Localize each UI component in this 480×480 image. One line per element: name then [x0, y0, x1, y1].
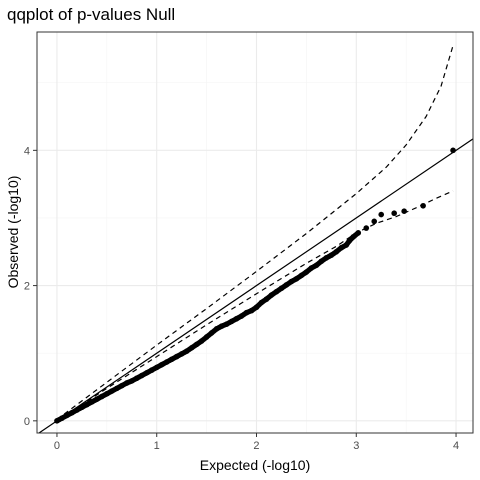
x-axis-title: Expected (-log10): [200, 457, 311, 473]
plot-panel: [37, 32, 473, 434]
data-point: [94, 396, 100, 402]
data-point: [314, 262, 320, 268]
data-point: [324, 255, 330, 261]
data-point: [289, 279, 295, 285]
y-tick-label: 4: [24, 145, 30, 157]
data-point: [329, 252, 335, 258]
data-point: [239, 313, 245, 319]
data-point: [274, 289, 280, 295]
data-point: [159, 362, 165, 368]
data-point: [99, 394, 105, 400]
x-tick-label: 2: [253, 440, 259, 452]
data-point: [104, 391, 110, 397]
data-point: [299, 273, 305, 279]
data-point: [309, 265, 315, 271]
data-point: [134, 375, 140, 381]
x-tick-label: 1: [154, 440, 160, 452]
data-point: [194, 342, 200, 348]
data-point: [119, 383, 125, 389]
x-axis: 0 1 2 3 4: [54, 433, 459, 452]
data-point: [363, 225, 369, 231]
data-point: [319, 258, 325, 264]
data-point: [391, 210, 397, 216]
data-point: [350, 234, 356, 240]
data-point: [109, 388, 115, 394]
x-tick-label: 3: [353, 440, 359, 452]
data-point: [355, 230, 361, 236]
data-point: [199, 338, 205, 344]
y-axis-title: Observed (-log10): [5, 176, 21, 289]
data-point: [59, 415, 65, 421]
data-point: [184, 348, 190, 354]
data-point: [139, 373, 145, 379]
data-point: [209, 330, 215, 336]
data-point: [169, 356, 175, 362]
data-point: [378, 212, 384, 218]
data-point: [129, 378, 135, 384]
data-point: [269, 292, 275, 298]
data-point: [214, 326, 220, 332]
data-point: [54, 418, 60, 424]
data-point: [264, 296, 270, 302]
data-point: [420, 203, 426, 209]
data-point: [219, 323, 225, 329]
data-point: [189, 345, 195, 351]
data-point: [334, 249, 340, 255]
data-point: [450, 148, 456, 154]
data-point: [346, 238, 352, 244]
x-tick-label: 0: [54, 440, 60, 452]
data-point: [124, 380, 130, 386]
data-point: [64, 413, 70, 419]
data-point: [279, 285, 285, 291]
data-point: [249, 308, 255, 314]
data-point: [339, 245, 345, 251]
y-tick-label: 2: [24, 281, 30, 293]
data-point: [149, 367, 155, 373]
data-point: [294, 276, 300, 282]
data-point: [244, 310, 250, 316]
data-point: [179, 351, 185, 357]
panel-background: [37, 32, 473, 433]
data-point: [259, 300, 265, 306]
data-point: [144, 370, 150, 376]
data-point: [234, 316, 240, 322]
data-point: [114, 386, 120, 392]
data-point: [164, 359, 170, 365]
data-point: [401, 208, 407, 214]
data-point: [69, 410, 75, 416]
data-point: [79, 405, 85, 411]
y-tick-label: 0: [24, 416, 30, 428]
data-point: [284, 282, 290, 288]
data-point: [371, 219, 377, 225]
data-point: [254, 304, 260, 310]
x-tick-label: 4: [453, 440, 459, 452]
data-point: [154, 365, 160, 371]
data-point: [174, 354, 180, 360]
data-point: [304, 269, 310, 275]
data-point: [204, 334, 210, 340]
data-point: [224, 321, 230, 327]
data-point: [89, 399, 95, 405]
y-axis: 0 2 4: [24, 145, 37, 427]
chart-title: qqplot of p-values Null: [7, 5, 175, 24]
data-point: [74, 407, 80, 413]
data-point: [84, 402, 90, 408]
data-point: [229, 319, 235, 325]
